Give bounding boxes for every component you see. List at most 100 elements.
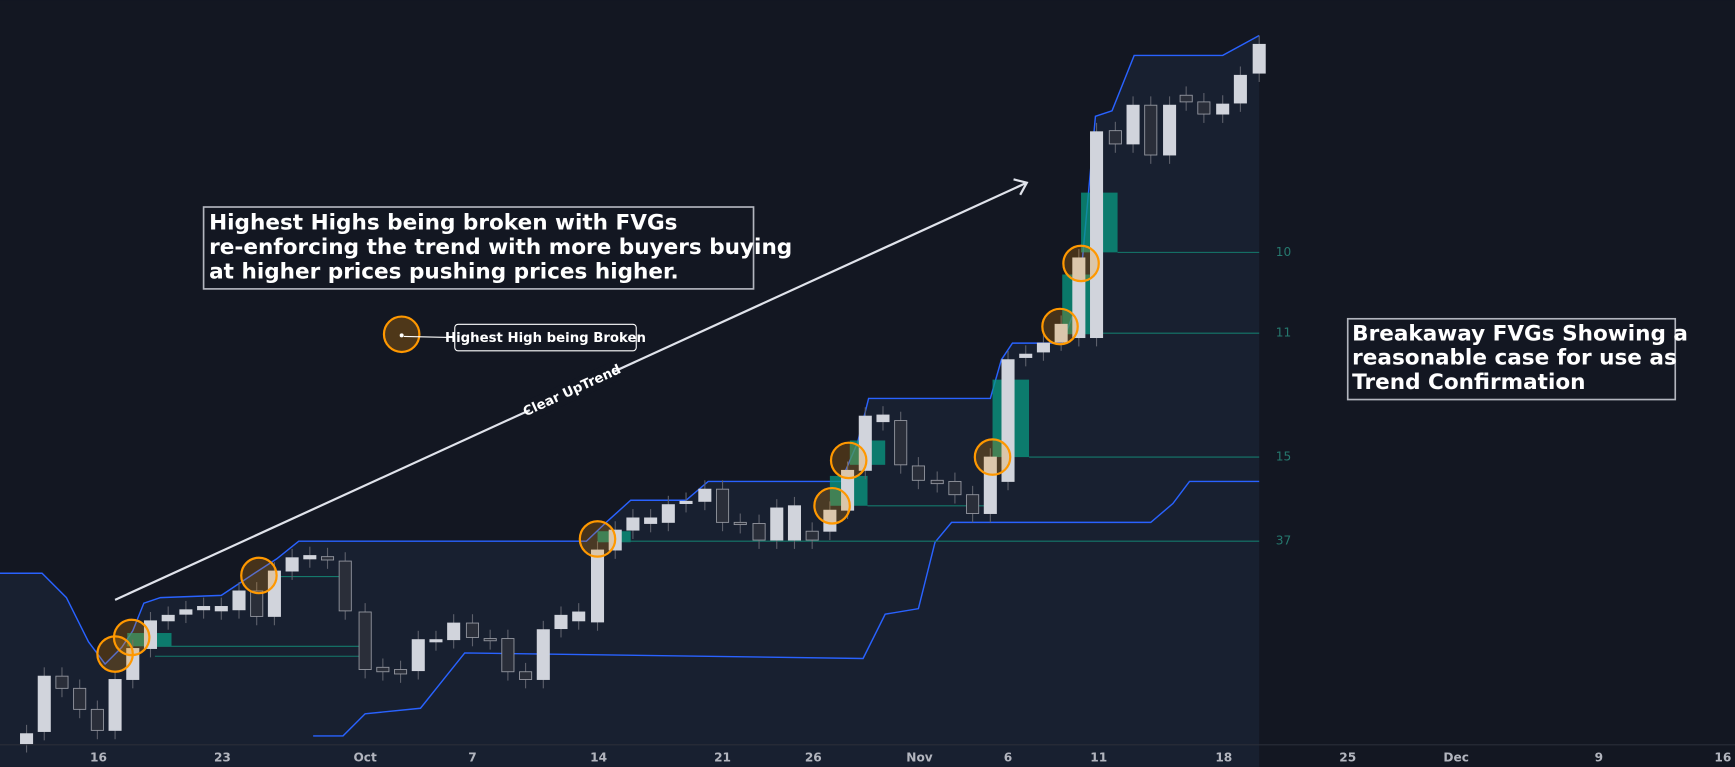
breakout-marker bbox=[829, 441, 868, 480]
candle bbox=[590, 549, 605, 623]
candle bbox=[572, 611, 586, 622]
candle bbox=[358, 611, 372, 670]
arrow-head bbox=[1013, 178, 1029, 196]
candle bbox=[536, 629, 550, 680]
candle bbox=[894, 420, 908, 466]
lower-line bbox=[313, 480, 1260, 737]
candle bbox=[876, 414, 890, 423]
candles bbox=[20, 35, 1266, 753]
candle bbox=[554, 614, 568, 630]
note-line: at higher prices pushing prices higher. bbox=[209, 259, 679, 284]
candle bbox=[1233, 74, 1247, 104]
breakout-markers bbox=[96, 244, 1100, 673]
candle bbox=[250, 590, 264, 617]
candle bbox=[1054, 323, 1068, 343]
breakout-marker bbox=[973, 438, 1012, 476]
breakout-marker bbox=[1041, 307, 1079, 346]
x-axis-label: Dec bbox=[1443, 751, 1469, 765]
candle bbox=[787, 505, 801, 541]
trend-label-bg bbox=[525, 362, 619, 420]
x-axis-label: 11 bbox=[1090, 751, 1107, 765]
candle bbox=[338, 560, 352, 612]
x-axis-label: 9 bbox=[1595, 751, 1603, 765]
x-axis-label: 21 bbox=[714, 751, 731, 765]
candle bbox=[214, 606, 228, 612]
candle bbox=[37, 675, 51, 732]
legend-label: Highest High being Broken bbox=[445, 331, 646, 346]
candle bbox=[108, 679, 122, 731]
candle bbox=[733, 521, 747, 526]
candle bbox=[1019, 353, 1033, 358]
candle bbox=[911, 465, 925, 481]
time-axis: 16 23 Oct 7 14 21 26 Nov 6 11 18 25 Dec 9 16 bbox=[90, 751, 1731, 765]
candle bbox=[161, 614, 175, 622]
candle bbox=[626, 517, 640, 531]
candle bbox=[1163, 104, 1177, 156]
candle bbox=[1144, 104, 1158, 156]
candle bbox=[716, 488, 730, 523]
candle bbox=[661, 504, 675, 523]
level-label: 10 bbox=[1276, 245, 1291, 259]
candle bbox=[501, 638, 515, 673]
level-labels: 10 11 15 37 bbox=[1276, 245, 1291, 548]
note-line: Trend Confirmation bbox=[1352, 370, 1585, 395]
candle bbox=[1036, 342, 1050, 353]
candle bbox=[805, 530, 819, 541]
candle bbox=[644, 517, 658, 524]
x-axis-label: 25 bbox=[1339, 751, 1356, 765]
breakout-marker bbox=[112, 618, 151, 657]
candle bbox=[966, 494, 980, 514]
x-axis-label: 18 bbox=[1215, 751, 1232, 765]
candle bbox=[465, 622, 480, 638]
candle bbox=[73, 687, 87, 710]
channel-fill bbox=[0, 35, 1260, 767]
note-box bbox=[202, 206, 755, 290]
candle bbox=[770, 507, 784, 541]
candle bbox=[411, 639, 425, 672]
candle bbox=[320, 556, 335, 561]
candle bbox=[1179, 94, 1193, 103]
breakout-marker bbox=[1062, 244, 1100, 283]
breakout-marker bbox=[813, 486, 851, 525]
note-box bbox=[1346, 317, 1677, 401]
candle bbox=[303, 555, 317, 560]
candle bbox=[1252, 43, 1266, 74]
note-line: Highest Highs being broken with FVGs bbox=[209, 211, 677, 236]
note-line: reasonable case for use as bbox=[1352, 346, 1677, 371]
breakout-marker bbox=[578, 520, 617, 558]
candle bbox=[983, 456, 997, 514]
candle bbox=[519, 671, 533, 680]
x-axis-label: 14 bbox=[590, 751, 607, 765]
candle bbox=[376, 666, 390, 673]
candle bbox=[483, 638, 497, 642]
candle bbox=[90, 708, 104, 731]
x-axis-label: 23 bbox=[214, 751, 231, 765]
candle bbox=[179, 609, 193, 615]
candle bbox=[394, 669, 408, 675]
candle bbox=[429, 639, 443, 643]
candle bbox=[948, 480, 962, 496]
x-axis-label: 26 bbox=[805, 751, 822, 765]
candle bbox=[858, 415, 872, 471]
candle bbox=[197, 606, 211, 611]
level-label: 15 bbox=[1276, 450, 1291, 464]
x-axis-label: Oct bbox=[353, 751, 377, 765]
candle bbox=[55, 675, 69, 689]
candle bbox=[285, 557, 299, 572]
candle bbox=[1126, 104, 1140, 145]
candle bbox=[1108, 130, 1122, 145]
candle bbox=[1001, 359, 1015, 482]
legend-box bbox=[454, 323, 637, 352]
candle bbox=[930, 479, 944, 485]
breakout-marker bbox=[240, 556, 278, 595]
candle bbox=[447, 622, 461, 641]
candle bbox=[1090, 131, 1104, 339]
candle bbox=[1216, 103, 1230, 115]
level-label: 37 bbox=[1276, 534, 1291, 548]
level-label: 11 bbox=[1276, 326, 1291, 340]
candle bbox=[267, 570, 281, 617]
note-line: Breakaway FVGs Showing a bbox=[1352, 321, 1688, 346]
candle bbox=[752, 523, 766, 541]
